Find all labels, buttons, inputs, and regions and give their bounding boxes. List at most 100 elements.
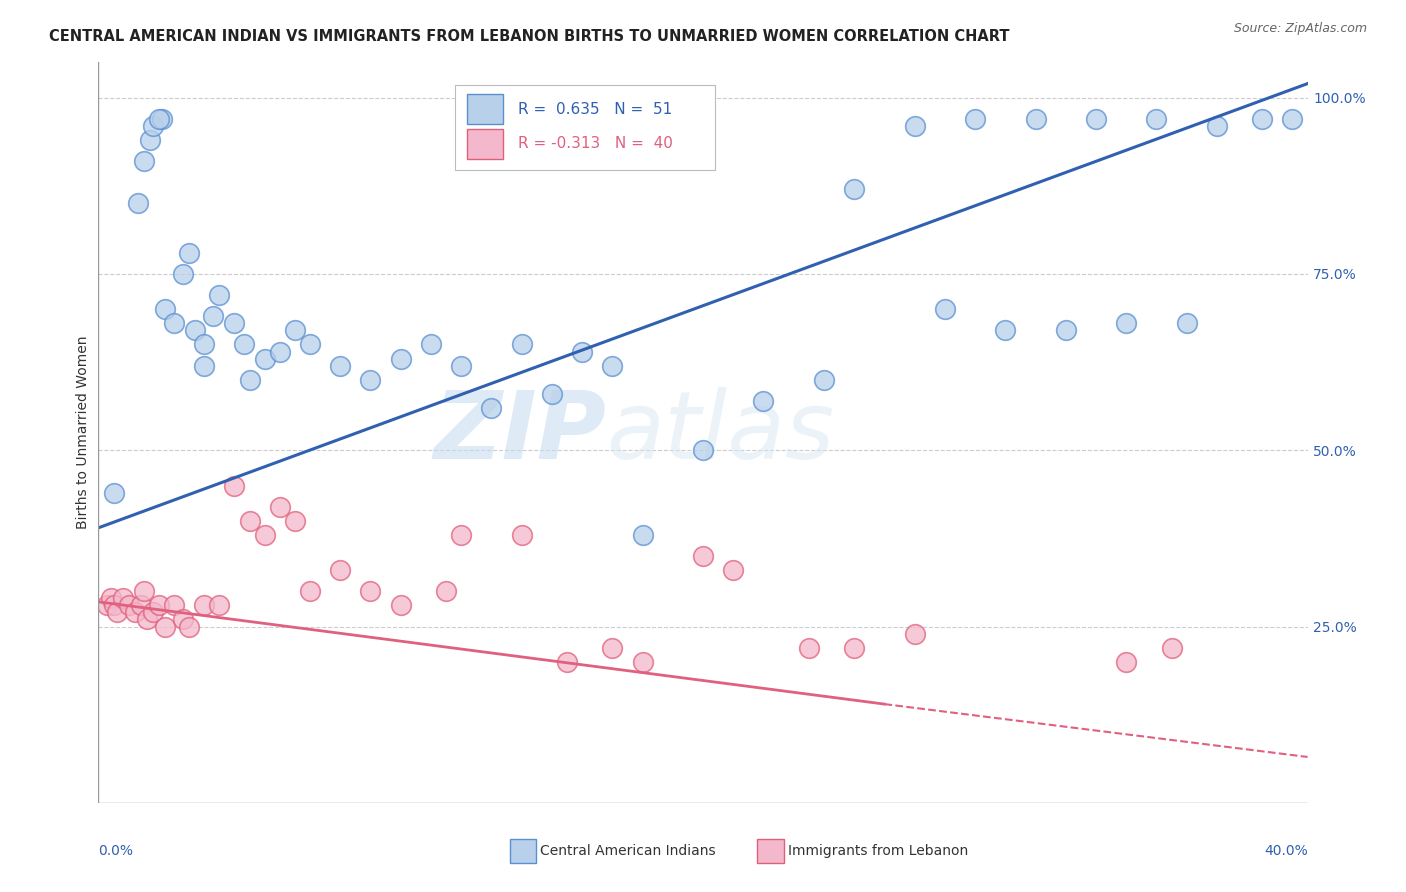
Point [284,323,307,337]
Point [571,344,593,359]
Point [1085,112,1108,126]
Point [844,640,866,655]
Point [124,606,146,620]
FancyBboxPatch shape [509,839,536,863]
Text: 40.0%: 40.0% [1264,844,1308,857]
Point [111,591,134,606]
Point [269,500,291,514]
Point [540,387,562,401]
Point [1115,655,1137,669]
Point [148,112,170,126]
Point [631,655,654,669]
Point [389,351,412,366]
Point [510,337,533,351]
Point [284,514,307,528]
Point [329,563,352,577]
Point [797,640,820,655]
Text: CENTRAL AMERICAN INDIAN VS IMMIGRANTS FROM LEBANON BIRTHS TO UNMARRIED WOMEN COR: CENTRAL AMERICAN INDIAN VS IMMIGRANTS FR… [49,29,1010,44]
Point [224,478,246,492]
Point [127,196,149,211]
Point [118,599,141,613]
Point [813,373,835,387]
Point [434,584,457,599]
Point [1115,316,1137,330]
Point [103,485,125,500]
Point [153,619,176,633]
Point [450,359,472,373]
Point [752,393,775,408]
FancyBboxPatch shape [758,839,785,863]
Point [510,528,533,542]
Point [224,316,246,330]
Point [723,563,745,577]
Point [132,584,155,599]
FancyBboxPatch shape [456,85,716,169]
Point [184,323,207,337]
Point [692,443,714,458]
Point [208,599,231,613]
Text: R =  0.635   N =  51: R = 0.635 N = 51 [517,102,672,117]
Point [934,302,956,317]
Point [172,612,194,626]
Point [602,640,624,655]
Point [1024,112,1046,126]
Point [163,316,186,330]
Point [1175,316,1198,330]
Text: 0.0%: 0.0% [98,844,134,857]
Point [193,359,215,373]
Point [844,182,866,196]
Point [96,599,118,613]
Point [172,267,194,281]
Point [631,528,654,542]
Point [555,655,578,669]
Point [193,337,215,351]
Text: Central American Indians: Central American Indians [540,844,716,858]
Point [100,591,122,606]
Point [202,310,225,324]
Point [269,344,291,359]
Point [239,373,262,387]
Point [129,599,152,613]
Point [1281,112,1303,126]
Point [1206,119,1229,133]
Point [994,323,1017,337]
Point [299,584,322,599]
Point [135,612,157,626]
Point [389,599,412,613]
Point [103,599,125,613]
Point [150,112,173,126]
FancyBboxPatch shape [467,129,503,159]
Point [602,359,624,373]
Point [253,528,276,542]
Point [193,599,215,613]
Text: ZIP: ZIP [433,386,606,479]
Point [904,119,927,133]
Point [208,288,231,302]
Point [253,351,276,366]
Text: R = -0.313   N =  40: R = -0.313 N = 40 [517,136,673,152]
Point [299,337,322,351]
Point [139,133,162,147]
Point [153,302,176,317]
Y-axis label: Births to Unmarried Women: Births to Unmarried Women [76,336,90,529]
Point [1054,323,1077,337]
Point [904,626,927,640]
Point [360,584,382,599]
Text: atlas: atlas [606,387,835,478]
Point [360,373,382,387]
Point [179,619,201,633]
Point [692,549,714,563]
Point [163,599,186,613]
Point [239,514,262,528]
Point [179,245,201,260]
FancyBboxPatch shape [467,95,503,124]
Point [329,359,352,373]
Point [142,119,165,133]
Point [132,154,155,169]
Point [481,401,503,415]
Text: Source: ZipAtlas.com: Source: ZipAtlas.com [1233,22,1367,36]
Point [148,599,170,613]
Point [450,528,472,542]
Point [965,112,987,126]
Point [105,606,128,620]
